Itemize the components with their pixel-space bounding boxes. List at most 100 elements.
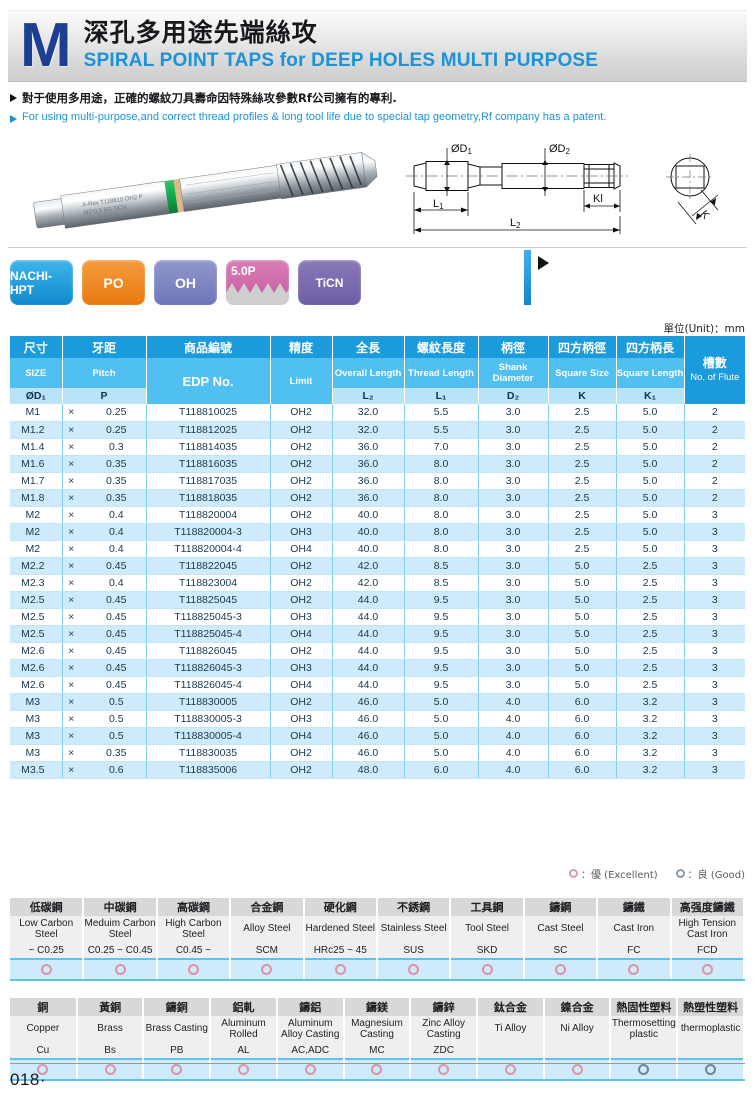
cell-edp: T118810025 — [146, 404, 271, 422]
cell-shank-diameter: 4.0 — [478, 761, 549, 779]
cell-limit: OH2 — [270, 744, 333, 762]
cell-pitch: 0.6 — [80, 761, 147, 779]
material-name-cn: 黃銅 — [76, 998, 145, 1016]
cell-shank-diameter: 3.0 — [478, 438, 549, 456]
feature-notes: 對于使用多用途，正確的螺紋刀具壽命因特殊絲攻參數Rf公司擁有的專利. For u… — [10, 90, 745, 128]
cell-shank-diameter: 3.0 — [478, 489, 549, 507]
cell-multiply: × — [62, 404, 80, 422]
cell-thread-length: 9.5 — [404, 625, 479, 643]
material-code: SC — [523, 942, 599, 960]
excellent-ring-icon — [438, 1063, 450, 1075]
cell-edp: T118830035 — [146, 744, 271, 762]
cell-thread-length: 8.0 — [404, 455, 479, 473]
cell-square-size: 2.5 — [548, 489, 617, 507]
cell-flute: 3 — [684, 659, 746, 677]
cell-overall-length: 46.0 — [332, 727, 405, 745]
col-header-pitch-en: Pitch — [62, 358, 147, 388]
cell-pitch: 0.45 — [80, 659, 147, 677]
cell-overall-length: 44.0 — [332, 642, 405, 660]
unit-label: 單位(Unit)：mm — [663, 323, 745, 335]
cell-square-length: 2.5 — [616, 676, 685, 694]
cell-shank-diameter: 3.0 — [478, 574, 549, 592]
table-row: M1 × 0.25 T118810025 OH2 32.0 5.5 3.0 2.5 5.0 2 — [10, 404, 746, 422]
cell-pitch: 0.25 — [80, 404, 147, 422]
material-name-cn: 低碳鋼 — [10, 898, 85, 916]
cell-multiply: × — [62, 421, 80, 439]
material-name-cn: 熱固性塑料 — [610, 998, 679, 1016]
cell-pitch: 0.45 — [80, 676, 147, 694]
col-symbol-overall: L₂ — [332, 388, 405, 404]
cell-edp: T118825045-4 — [146, 625, 271, 643]
material-name-cn: 高强度鑄鐵 — [670, 898, 746, 916]
section-divider — [8, 247, 747, 248]
excellent-ring-icon — [261, 963, 273, 975]
excellent-ring-icon — [40, 963, 52, 975]
cell-pitch: 0.5 — [80, 693, 147, 711]
col-header-flute-cn: 槽數 — [702, 355, 727, 370]
cell-thread-length: 5.0 — [404, 693, 479, 711]
cell-overall-length: 40.0 — [332, 523, 405, 541]
cell-thread-length: 5.0 — [404, 710, 479, 728]
excellent-ring-icon — [569, 869, 578, 878]
badge-oh[interactable]: OH — [154, 260, 217, 305]
badge-label: 5.0P — [231, 264, 256, 278]
cell-square-size: 2.5 — [548, 438, 617, 456]
table-row: M2.5 × 0.45 T118825045-4 OH4 44.0 9.5 3.0 5.0 2.5… — [10, 625, 746, 643]
cell-edp: T118814035 — [146, 438, 271, 456]
cell-multiply: × — [62, 506, 80, 524]
cell-size: M2.6 — [10, 642, 63, 660]
col-header-limit-cn: 精度 — [270, 336, 333, 358]
badge-nachi-hpt[interactable]: NACHI-HPT — [10, 260, 73, 305]
material-code: ~ C0.25 — [10, 942, 85, 960]
material-name-cn: 熱塑性塑料 — [677, 998, 745, 1016]
cell-edp: T118822045 — [146, 557, 271, 575]
cell-flute: 3 — [684, 727, 746, 745]
cell-pitch: 0.35 — [80, 744, 147, 762]
badge-ticn[interactable]: TiCN — [298, 260, 361, 305]
cell-square-length: 2.5 — [616, 557, 685, 575]
col-header-overall-cn: 全長 — [332, 336, 405, 358]
cell-square-length: 3.2 — [616, 727, 685, 745]
cell-multiply: × — [62, 625, 80, 643]
cell-multiply: × — [62, 642, 80, 660]
excellent-ring-icon — [371, 1063, 383, 1075]
cell-shank-diameter: 3.0 — [478, 676, 549, 694]
spec-table-header: 尺寸 牙距 商品編號 精度 全長 螺紋長度 柄徑 四方柄徑 四方柄長 槽數 No… — [10, 336, 746, 404]
cell-flute: 3 — [684, 710, 746, 728]
material-code: Bs — [76, 1042, 145, 1060]
material-code: PB — [143, 1042, 212, 1060]
cell-edp: T118826045-3 — [146, 659, 271, 677]
cell-pitch: 0.5 — [80, 727, 147, 745]
cell-size: M2.6 — [10, 659, 63, 677]
cell-square-size: 6.0 — [548, 727, 617, 745]
cell-multiply: × — [62, 744, 80, 762]
cell-thread-length: 5.5 — [404, 421, 479, 439]
cell-multiply: × — [62, 438, 80, 456]
cell-square-size: 2.5 — [548, 506, 617, 524]
excellent-ring-icon — [114, 963, 126, 975]
badge-5-0p[interactable]: 5.0P — [226, 260, 289, 305]
excellent-ring-icon — [481, 963, 493, 975]
material-rating-cell — [670, 958, 746, 981]
material-code: HRc25 ~ 45 — [303, 942, 378, 960]
material-name-cn: 鑄銅 — [143, 998, 212, 1016]
table-row: M3 × 0.35 T118830035 OH2 46.0 5.0 4.0 6.0 3.2 3 — [10, 744, 746, 762]
cell-pitch: 0.45 — [80, 557, 147, 575]
material-name-en: Hardened Steel — [303, 916, 378, 942]
cell-limit: OH4 — [270, 676, 333, 694]
cell-multiply: × — [62, 574, 80, 592]
legend-excellent: ：優 (Excellent) — [569, 866, 658, 881]
cell-flute: 3 — [684, 523, 746, 541]
cell-overall-length: 40.0 — [332, 540, 405, 558]
cell-flute: 3 — [684, 693, 746, 711]
cell-square-length: 5.0 — [616, 489, 685, 507]
col-header-shank-en: Shank Diameter — [478, 358, 549, 388]
badge-po[interactable]: PO — [82, 260, 145, 305]
cell-thread-length: 9.5 — [404, 676, 479, 694]
material-name-cn: 鑄鐵 — [597, 898, 672, 916]
cell-size: M2.5 — [10, 625, 63, 643]
material-code: MC — [343, 1042, 412, 1060]
cell-shank-diameter: 3.0 — [478, 608, 549, 626]
cell-edp: T118830005-3 — [146, 710, 271, 728]
cell-size: M2 — [10, 523, 63, 541]
